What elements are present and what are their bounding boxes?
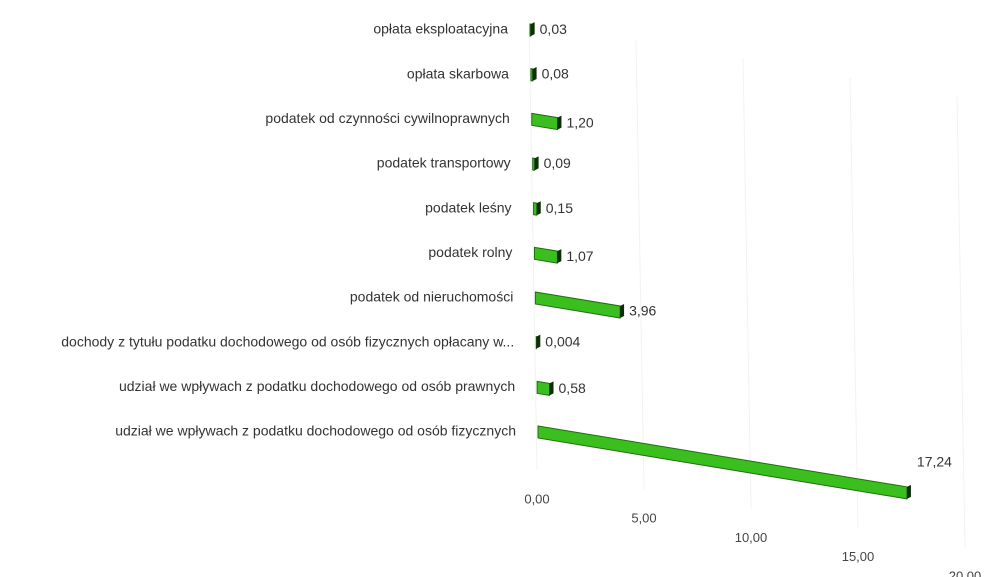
value-label: 0,58 <box>559 380 586 396</box>
value-label: 0,09 <box>544 155 571 171</box>
x-tick-label: 20,00 <box>949 568 982 577</box>
x-tick-label: 10,00 <box>735 530 768 545</box>
category-label: podatek leśny <box>425 199 511 215</box>
bar-end <box>536 201 541 216</box>
bar-end <box>549 381 554 396</box>
bar <box>529 23 532 37</box>
category-label: opłata skarbowa <box>407 65 509 81</box>
x-tick-label: 15,00 <box>842 549 875 564</box>
bar <box>530 68 534 82</box>
value-label: 0,03 <box>540 21 567 37</box>
grid-line <box>849 77 859 528</box>
category-label: podatek od nieruchomości <box>350 289 513 305</box>
grid-line <box>956 96 966 548</box>
category-label: dochody z tytułu podatku dochodowego od … <box>61 333 514 349</box>
bar-end <box>906 484 911 499</box>
x-tick-label: 0,00 <box>524 491 549 506</box>
value-label: 0,004 <box>545 333 580 349</box>
bar-end <box>557 115 562 130</box>
bar-end <box>534 156 539 171</box>
bar-end <box>536 334 541 349</box>
value-label: 1,07 <box>566 248 593 264</box>
category-label: podatek rolny <box>428 244 512 260</box>
value-label: 0,15 <box>546 200 573 216</box>
grid-line <box>635 39 645 490</box>
grid-line <box>742 58 752 509</box>
bar <box>537 425 908 500</box>
bar <box>533 202 538 216</box>
bar-end <box>557 249 562 264</box>
value-label: 3,96 <box>629 303 656 319</box>
category-label: podatek od czynności cywilnoprawnych <box>265 110 509 126</box>
category-label: udział we wpływach z podatku dochodowego… <box>115 423 516 439</box>
bar <box>532 157 536 171</box>
bar-end <box>620 303 625 318</box>
value-label: 0,08 <box>542 66 569 82</box>
bar <box>536 380 551 396</box>
value-label: 17,24 <box>917 454 952 470</box>
grid-line <box>528 19 538 471</box>
category-label: opłata eksploatacyjna <box>373 21 508 37</box>
bar <box>534 291 621 319</box>
bar-end <box>532 66 537 81</box>
category-label: udział we wpływach z podatku dochodowego… <box>119 378 515 394</box>
bar <box>533 246 558 264</box>
category-label: podatek transportowy <box>377 155 511 171</box>
bar <box>531 112 558 131</box>
value-label: 1,20 <box>566 114 593 130</box>
x-tick-label: 5,00 <box>631 511 656 526</box>
bar-end <box>530 22 535 37</box>
